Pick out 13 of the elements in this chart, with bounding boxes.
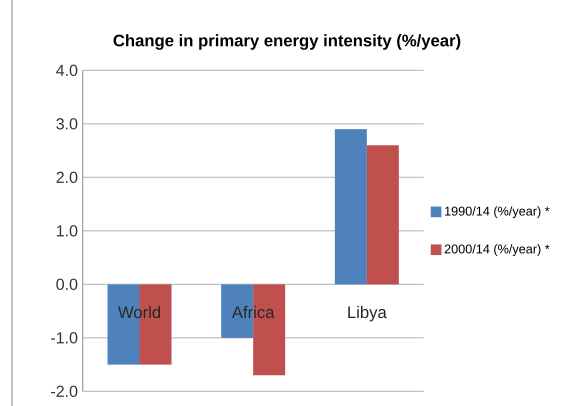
legend-label: 1990/14 (%/year) * bbox=[445, 206, 550, 218]
x-tick-label: Libya bbox=[348, 306, 387, 322]
y-tick-label: 3.0 bbox=[56, 118, 78, 130]
y-tick-label: 1.0 bbox=[56, 225, 78, 236]
y-tick-label: -2.0 bbox=[51, 386, 78, 397]
y-tick-label: 0.0 bbox=[56, 278, 78, 290]
legend-label: 2000/14 (%/year) * bbox=[444, 244, 550, 256]
chart-title: Change in primary energy intensity (%/year) bbox=[114, 34, 460, 50]
y-tick-label: -1.0 bbox=[51, 332, 78, 344]
y-tick-label: 2.0 bbox=[56, 172, 78, 183]
y-tick-label: 4.0 bbox=[56, 64, 78, 76]
bar bbox=[334, 129, 367, 284]
bar bbox=[366, 145, 399, 284]
